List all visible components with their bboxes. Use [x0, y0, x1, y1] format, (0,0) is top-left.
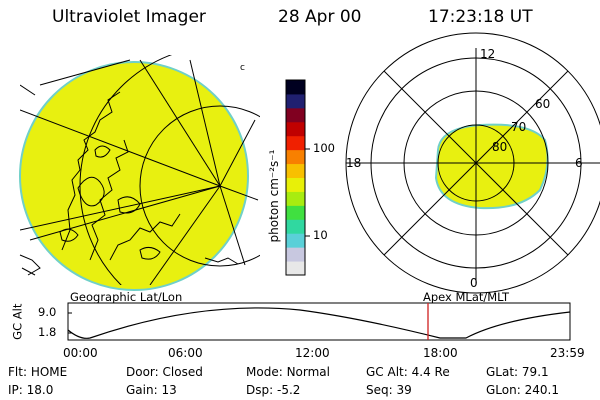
- colorbar-band: [286, 247, 305, 262]
- colorbar-frame: [285, 79, 306, 276]
- status-seq: Seq: 39: [366, 383, 412, 397]
- altitude-plot: [67, 302, 571, 341]
- altitude-xtick-0600: 06:00: [168, 346, 203, 360]
- colorbar-band: [286, 80, 305, 95]
- polar-plot: [345, 32, 600, 294]
- colorbar-band: [286, 93, 305, 109]
- colorbar-band: [286, 205, 305, 220]
- colorbar-band: [286, 121, 305, 137]
- polar-lat-80: 80: [492, 140, 508, 154]
- altitude-xtick-2359: 23:59: [550, 346, 585, 360]
- auroral-oval: [434, 123, 549, 210]
- polar-caption: Apex MLat/MLT: [423, 290, 510, 304]
- status-gc-alt: GC Alt: 4.4 Re: [366, 365, 450, 379]
- color-bar: [285, 79, 306, 276]
- colorbar-band: [286, 135, 305, 151]
- map-caption: Geographic Lat/Lon: [70, 290, 183, 304]
- polar-mlt-0: 0: [470, 276, 478, 290]
- altitude-xtick-0000: 00:00: [63, 346, 98, 360]
- altitude-curve: [67, 307, 571, 339]
- polar-mlt-18: 18: [346, 156, 362, 170]
- colorbar-tick-100: 100: [313, 141, 335, 155]
- colorbar-unit-label: photon cm⁻²s⁻¹: [267, 149, 281, 243]
- geographic-map: c: [19, 55, 260, 291]
- date-label: 28 Apr 00: [278, 7, 362, 27]
- polar-lat-60: 60: [535, 97, 551, 111]
- colorbar-band: [286, 163, 305, 178]
- aurora-disk: [19, 61, 249, 291]
- colorbar-band: [286, 261, 305, 276]
- colorbar-band: [286, 219, 305, 234]
- colorbar-band: [286, 191, 305, 206]
- altitude-ytick-9: 9.0: [38, 305, 57, 319]
- polar-lat-70: 70: [511, 120, 527, 134]
- status-mode: Mode: Normal: [246, 365, 330, 379]
- status-dsp: Dsp: -5.2: [246, 383, 301, 397]
- colorbar-tick-10: 10: [313, 228, 328, 242]
- colorbar-band: [286, 233, 305, 248]
- altitude-xtick-1200: 12:00: [295, 346, 330, 360]
- colorbar-band: [286, 107, 305, 123]
- polar-mlt-6: 6: [575, 156, 583, 170]
- status-gain: Gain: 13: [126, 383, 177, 397]
- colorbar-band: [286, 149, 305, 165]
- altitude-ylabel: GC Alt: [10, 303, 25, 340]
- map-corner-mark: c: [240, 63, 245, 73]
- status-glon: GLon: 240.1: [486, 383, 559, 397]
- status-ip: IP: 18.0: [8, 383, 54, 397]
- instrument-title: Ultraviolet Imager: [52, 7, 206, 27]
- polar-mlt-12: 12: [480, 47, 496, 61]
- time-label: 17:23:18 UT: [428, 7, 533, 27]
- altitude-xtick-1800: 18:00: [423, 346, 458, 360]
- status-glat: GLat: 79.1: [486, 365, 549, 379]
- altitude-ytick-1_8: 1.8: [38, 325, 57, 339]
- status-door: Door: Closed: [126, 365, 203, 379]
- status-flt: Flt: HOME: [8, 365, 68, 379]
- colorbar-band: [286, 177, 305, 192]
